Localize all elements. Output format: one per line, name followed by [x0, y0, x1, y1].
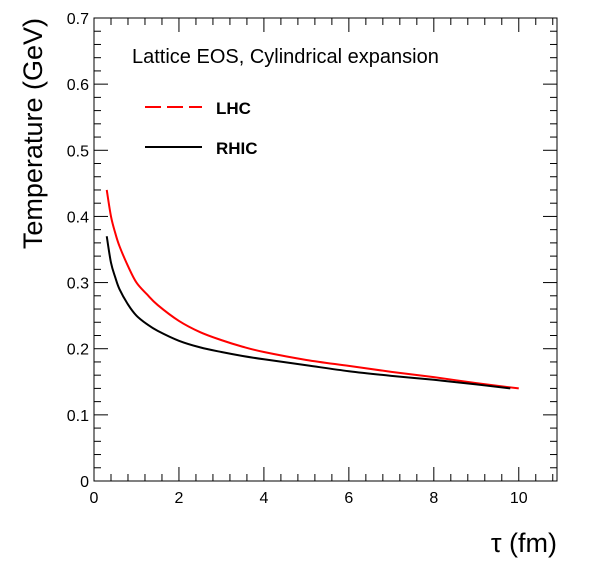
y-axis-tick-labels: 0 0.1 0.2 0.3 0.4 0.5 0.6 0.7 [67, 11, 89, 491]
y-axis-title: Temperature (GeV) [18, 18, 48, 249]
x-tick-label: 10 [510, 490, 528, 507]
x-tick-label: 6 [344, 490, 353, 507]
chart-title: Lattice EOS, Cylindrical expansion [132, 46, 439, 68]
y-axis-ticks [94, 17, 557, 482]
legend: LHC RHIC [145, 99, 258, 158]
series-line-lhc [105, 189, 519, 390]
y-tick-label: 0.4 [67, 209, 89, 226]
x-tick-label: 2 [175, 490, 184, 507]
legend-label-lhc: LHC [216, 99, 251, 118]
y-tick-label: 0 [80, 474, 89, 491]
y-tick-label: 0.2 [67, 342, 89, 359]
y-tick-label: 0.7 [67, 11, 89, 28]
series-layer [105, 189, 519, 390]
x-tick-label: 4 [259, 490, 268, 507]
x-tick-label: 0 [90, 490, 99, 507]
series-line-rhic [105, 236, 511, 390]
legend-label-rhic: RHIC [216, 139, 258, 158]
y-tick-label: 0.6 [67, 77, 89, 94]
x-axis-tick-labels: 0 2 4 6 8 10 [90, 490, 528, 507]
plot-frame [93, 17, 558, 482]
x-axis-ticks [93, 18, 554, 481]
x-tick-label: 8 [429, 490, 438, 507]
y-tick-label: 0.3 [67, 276, 89, 293]
x-axis-title: τ (fm) [491, 528, 557, 558]
y-tick-label: 0.1 [67, 408, 89, 425]
y-tick-label: 0.5 [67, 143, 89, 160]
